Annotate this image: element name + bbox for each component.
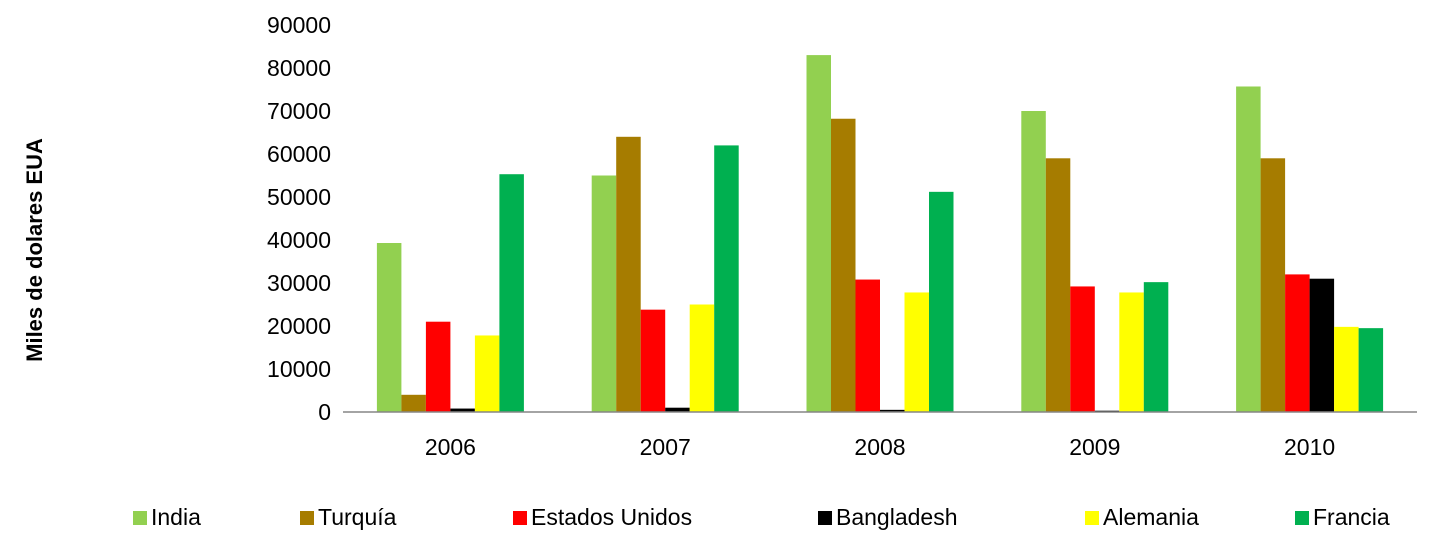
bar-alemania-2009 <box>1119 292 1144 412</box>
bar-estados-unidos-2009 <box>1070 286 1095 412</box>
y-tick-label: 60000 <box>267 141 331 167</box>
legend-item: Estados Unidos <box>513 504 692 531</box>
y-axis-title-text: Miles de dolares EUA <box>22 138 47 362</box>
bar-bangladesh-2010 <box>1309 278 1335 412</box>
legend-swatch <box>513 510 527 525</box>
bar-india-2006 <box>376 243 402 412</box>
legend-label: India <box>151 504 201 530</box>
bar-estados-unidos-2010 <box>1285 274 1310 412</box>
y-tick-label: 40000 <box>267 227 331 253</box>
x-tick-label: 2007 <box>640 434 691 460</box>
bar-turquía-2010 <box>1260 158 1286 412</box>
y-tick-label: 50000 <box>267 184 331 210</box>
bar-alemania-2008 <box>904 292 929 412</box>
y-tick-label: 20000 <box>267 313 331 339</box>
bar-alemania-2006 <box>474 335 500 412</box>
bar-francia-2009 <box>1143 282 1169 412</box>
legend-swatch <box>1085 510 1099 525</box>
bar-alemania-2007 <box>689 304 715 412</box>
bar-bangladesh-2007 <box>665 407 690 412</box>
legend-item: Alemania <box>1085 504 1199 531</box>
bar-india-2008 <box>806 55 831 412</box>
bar-bangladesh-2008 <box>880 409 905 412</box>
y-axis-ticks: 0 10000 20000 30000 40000 50000 60000 70000 8000… <box>267 12 331 425</box>
legend-label: Estados Unidos <box>531 504 693 530</box>
bar-turquía-2009 <box>1045 158 1071 412</box>
legend-swatch <box>133 510 147 525</box>
y-tick-label: 10000 <box>267 356 331 382</box>
x-tick-label: 2009 <box>1069 434 1120 460</box>
legend-item: Francia <box>1295 504 1390 531</box>
bar-turquía-2006 <box>401 394 426 412</box>
y-tick-label: 30000 <box>267 270 331 296</box>
bar-bangladesh-2006 <box>450 408 475 412</box>
legend-item: Turquía <box>300 504 396 531</box>
y-tick-label: 90000 <box>267 12 331 38</box>
bar-francia-2006 <box>499 174 524 412</box>
legend-label: Turquía <box>318 504 397 530</box>
legend-item: Bangladesh <box>818 504 958 531</box>
bar-francia-2010 <box>1358 328 1384 412</box>
bar-estados-unidos-2007 <box>640 309 666 412</box>
bar-estados-unidos-2008 <box>855 279 880 412</box>
y-tick-label: 0 <box>318 399 331 425</box>
x-tick-label: 2006 <box>425 434 476 460</box>
chart-legend: India Turquía Estados Unidos Bangladesh Alem… <box>0 500 1451 533</box>
chart-bars <box>376 55 1384 413</box>
legend-swatch <box>818 510 832 525</box>
legend-label: Francia <box>1313 504 1390 530</box>
bar-alemania-2010 <box>1334 326 1359 412</box>
x-tick-label: 2008 <box>854 434 905 460</box>
bar-turquía-2008 <box>831 118 856 413</box>
y-axis-title: Miles de dolares EUA <box>0 0 70 533</box>
y-tick-label: 80000 <box>267 55 331 81</box>
legend-label: Alemania <box>1103 504 1199 530</box>
bar-india-2007 <box>591 175 617 412</box>
bar-india-2009 <box>1021 111 1046 412</box>
bar-turquía-2007 <box>616 136 641 413</box>
legend-swatch <box>300 510 314 525</box>
legend-label: Bangladesh <box>836 504 958 530</box>
y-tick-label: 70000 <box>267 98 331 124</box>
x-axis-ticks: 2006 2007 2008 2009 2010 <box>425 434 1335 460</box>
legend-swatch <box>1295 510 1309 525</box>
legend-item: India <box>133 504 201 531</box>
bar-francia-2007 <box>714 145 739 412</box>
bar-francia-2008 <box>929 191 954 412</box>
bar-india-2010 <box>1236 86 1261 413</box>
bar-estados-unidos-2006 <box>425 321 451 412</box>
x-tick-label: 2010 <box>1284 434 1335 460</box>
